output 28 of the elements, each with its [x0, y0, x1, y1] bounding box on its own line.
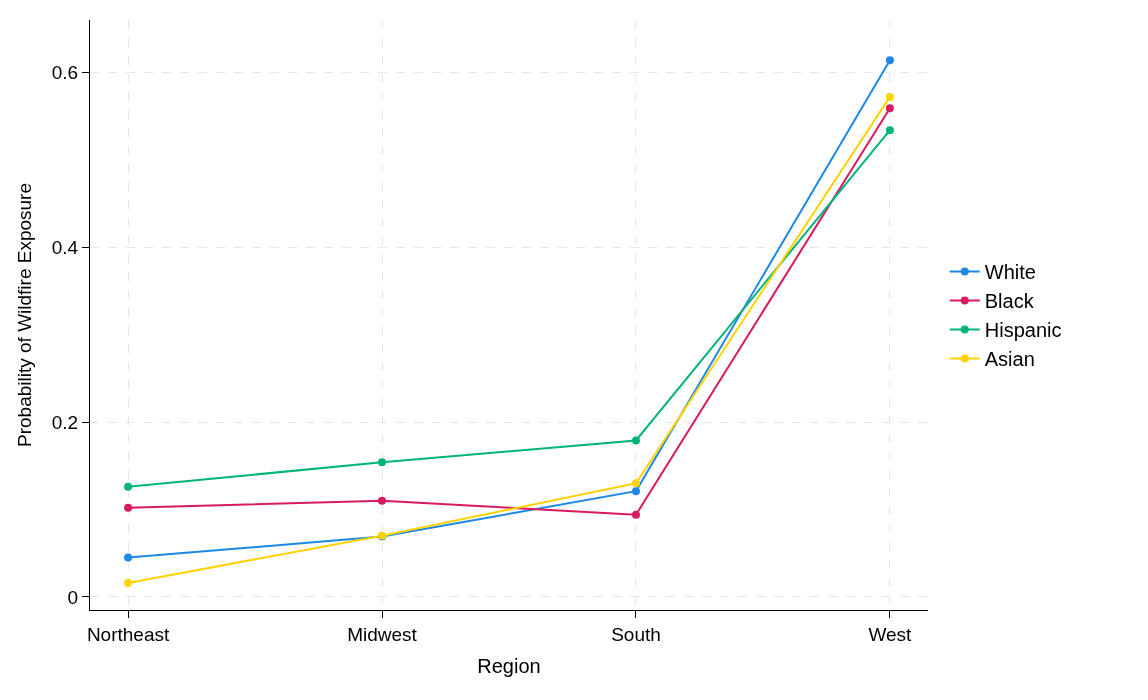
legend-label: Hispanic: [984, 319, 1062, 342]
point: [124, 503, 133, 512]
y-tick-label: 0.2: [51, 411, 79, 433]
point: [378, 496, 387, 505]
x-tick-label: Midwest: [347, 623, 418, 645]
y-tick-label: 0: [67, 586, 79, 608]
point: [124, 553, 133, 562]
point: [885, 56, 894, 65]
x-tick-label: Northeast: [86, 623, 170, 645]
y-tick-label: 0.4: [51, 236, 79, 258]
y-tick-label: 0.6: [51, 62, 79, 84]
point: [631, 479, 640, 488]
point: [631, 487, 640, 496]
x-tick-label: South: [611, 623, 661, 645]
point: [124, 482, 133, 491]
legend-label: White: [984, 261, 1036, 284]
point: [124, 578, 133, 587]
y-axis-title: Probability of Wildfire Exposure: [13, 183, 35, 447]
legend-label: Black: [984, 290, 1035, 313]
point: [885, 126, 894, 135]
legend-label: Asian: [984, 348, 1035, 371]
point: [885, 92, 894, 101]
x-axis-title: Region: [477, 655, 541, 678]
x-tick-label: West: [868, 623, 913, 645]
point: [378, 458, 387, 467]
point: [631, 510, 640, 519]
point: [885, 104, 894, 113]
point: [631, 436, 640, 445]
